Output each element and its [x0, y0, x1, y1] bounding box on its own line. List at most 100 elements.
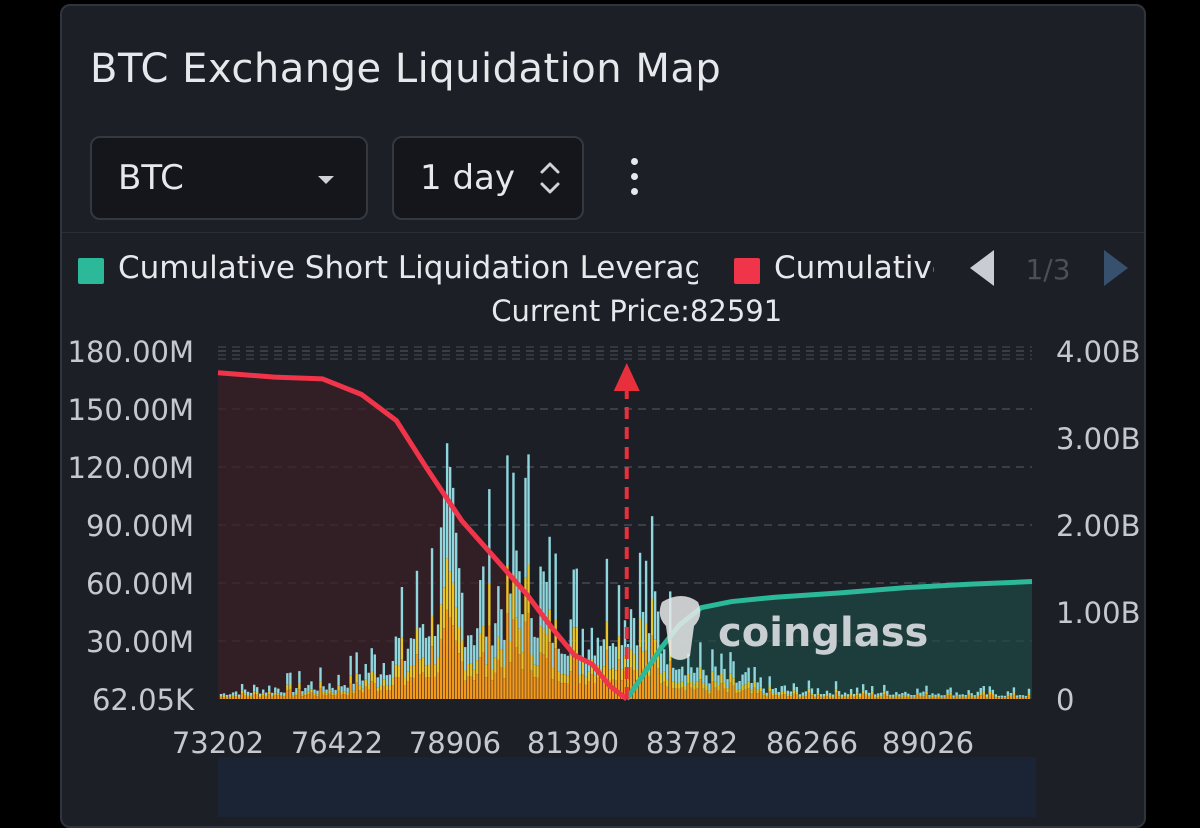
liquidation-bar-high: [379, 674, 382, 686]
liquidation-bar-mid: [578, 674, 581, 684]
liquidation-bar-mid: [659, 673, 663, 684]
liquidation-bar-high: [638, 552, 642, 619]
liquidation-bar-high: [231, 692, 235, 696]
liquidation-bar-low: [949, 694, 952, 699]
liquidation-bar-low: [491, 680, 494, 699]
liquidation-bar-mid: [837, 694, 841, 697]
liquidation-bar-low: [861, 693, 865, 699]
more-options-icon[interactable]: [624, 158, 644, 202]
liquidation-bar-high: [424, 637, 428, 666]
liquidation-bar-high: [970, 693, 973, 696]
liquidation-bar-high: [578, 655, 581, 675]
liquidation-bar-low: [656, 668, 660, 699]
liquidation-bar-low: [659, 683, 663, 699]
coin-select-value: BTC: [118, 158, 184, 198]
liquidation-bar-low: [916, 695, 919, 699]
liquidation-bar-low: [249, 696, 253, 699]
liquidation-bar-low: [578, 683, 581, 699]
liquidation-bar-mid: [524, 577, 527, 622]
liquidation-bar-mid: [886, 694, 889, 697]
current-price-label: Current Price:82591: [491, 294, 782, 328]
liquidation-bar-low: [364, 686, 367, 699]
liquidation-bar-mid: [804, 694, 808, 697]
liquidation-bar-mid: [252, 691, 256, 695]
liquidation-bar-low: [349, 683, 352, 699]
liquidation-bar-low: [925, 694, 928, 699]
liquidation-bar-low: [693, 689, 696, 699]
liquidation-bar-low: [530, 670, 533, 699]
liquidation-map-card: BTC Exchange Liquidation Map BTC 1 day C…: [60, 4, 1146, 828]
liquidation-bar-mid: [644, 622, 648, 651]
liquidation-bar-low: [729, 682, 732, 699]
liquidation-bar-high: [807, 680, 811, 689]
liquidation-bar-low: [892, 697, 895, 699]
liquidation-bar-low: [259, 697, 262, 699]
liquidation-bar-mid: [283, 695, 286, 697]
liquidation-bar-high: [418, 627, 422, 660]
liquidation-bar-high: [1000, 695, 1004, 698]
liquidation-bar-high: [861, 684, 865, 691]
legend-label-long[interactable]: Cumulative: [774, 250, 934, 286]
liquidation-bar-low: [762, 695, 765, 699]
liquidation-bar-high: [726, 679, 729, 689]
liquidation-bar-low: [337, 690, 340, 699]
liquidation-bar-high: [714, 666, 717, 682]
liquidation-bar-high: [696, 667, 699, 682]
liquidation-bar-low: [454, 640, 458, 699]
liquidation-bar-high: [289, 672, 292, 685]
liquidation-bar-low: [542, 654, 545, 699]
liquidation-bar-high: [557, 648, 560, 672]
liquidation-bar-mid: [858, 695, 862, 698]
legend-label-short[interactable]: Cumulative Short Liquidation Leverage: [118, 250, 698, 286]
liquidation-bar-high: [482, 566, 485, 627]
liquidation-bar-low: [843, 696, 847, 699]
liquidation-bar-low: [325, 695, 328, 699]
liquidation-bar-mid: [687, 674, 690, 684]
liquidation-bar-high: [786, 690, 789, 695]
liquidation-bar-low: [669, 661, 672, 699]
liquidation-bar-high: [804, 691, 808, 695]
liquidation-bar-high: [762, 688, 765, 694]
liquidation-bar-low: [539, 652, 542, 699]
liquidation-bar-low: [991, 695, 995, 699]
coin-select[interactable]: BTC: [90, 136, 368, 220]
liquidation-bar-low: [593, 683, 597, 699]
liquidation-bar-mid: [385, 685, 389, 691]
liquidation-bar-mid: [786, 694, 789, 697]
liquidation-bar-high: [569, 619, 572, 656]
liquidation-bar-mid: [672, 681, 675, 689]
liquidation-bar-mid: [340, 692, 343, 695]
liquidation-bar-mid: [373, 674, 376, 684]
liquidation-bar-low: [717, 690, 720, 699]
liquidation-bar-mid: [765, 695, 768, 697]
liquidation-bar-mid: [491, 669, 494, 681]
liquidation-bar-low: [430, 646, 434, 699]
liquidation-bar-low: [786, 696, 789, 699]
liquidation-bar-low: [355, 682, 358, 699]
liquidation-bar-high: [780, 686, 783, 692]
liquidation-bar-low: [286, 689, 289, 699]
liquidation-bar-high: [397, 637, 401, 666]
liquidation-bar-high: [385, 675, 389, 686]
liquidation-bar-high: [367, 672, 370, 685]
liquidation-bar-high: [1003, 695, 1007, 698]
liquidation-bar-high: [494, 623, 497, 658]
liquidation-bar-mid: [328, 690, 331, 694]
liquidation-bar-low: [566, 683, 569, 699]
liquidation-bar-high: [599, 645, 603, 670]
liquidation-bar-low: [726, 692, 729, 699]
liquidation-bar-low: [557, 681, 560, 699]
y-right-tick-label: 3.00B: [1056, 422, 1140, 456]
liquidation-bar-low: [952, 697, 955, 699]
chevron-down-icon: [318, 176, 334, 184]
liquidation-bar-high: [503, 639, 506, 667]
liquidation-bar-low: [304, 695, 307, 699]
liquidation-bar-low: [575, 653, 578, 699]
time-range-select[interactable]: 1 day: [392, 136, 584, 220]
liquidation-bar-low: [934, 697, 937, 699]
liquidation-bar-mid: [774, 692, 777, 696]
liquidation-bar-high: [530, 618, 533, 655]
liquidation-bar-mid: [587, 671, 591, 682]
liquidation-bar-low: [711, 681, 714, 699]
liquidation-bar-high: [874, 694, 877, 697]
